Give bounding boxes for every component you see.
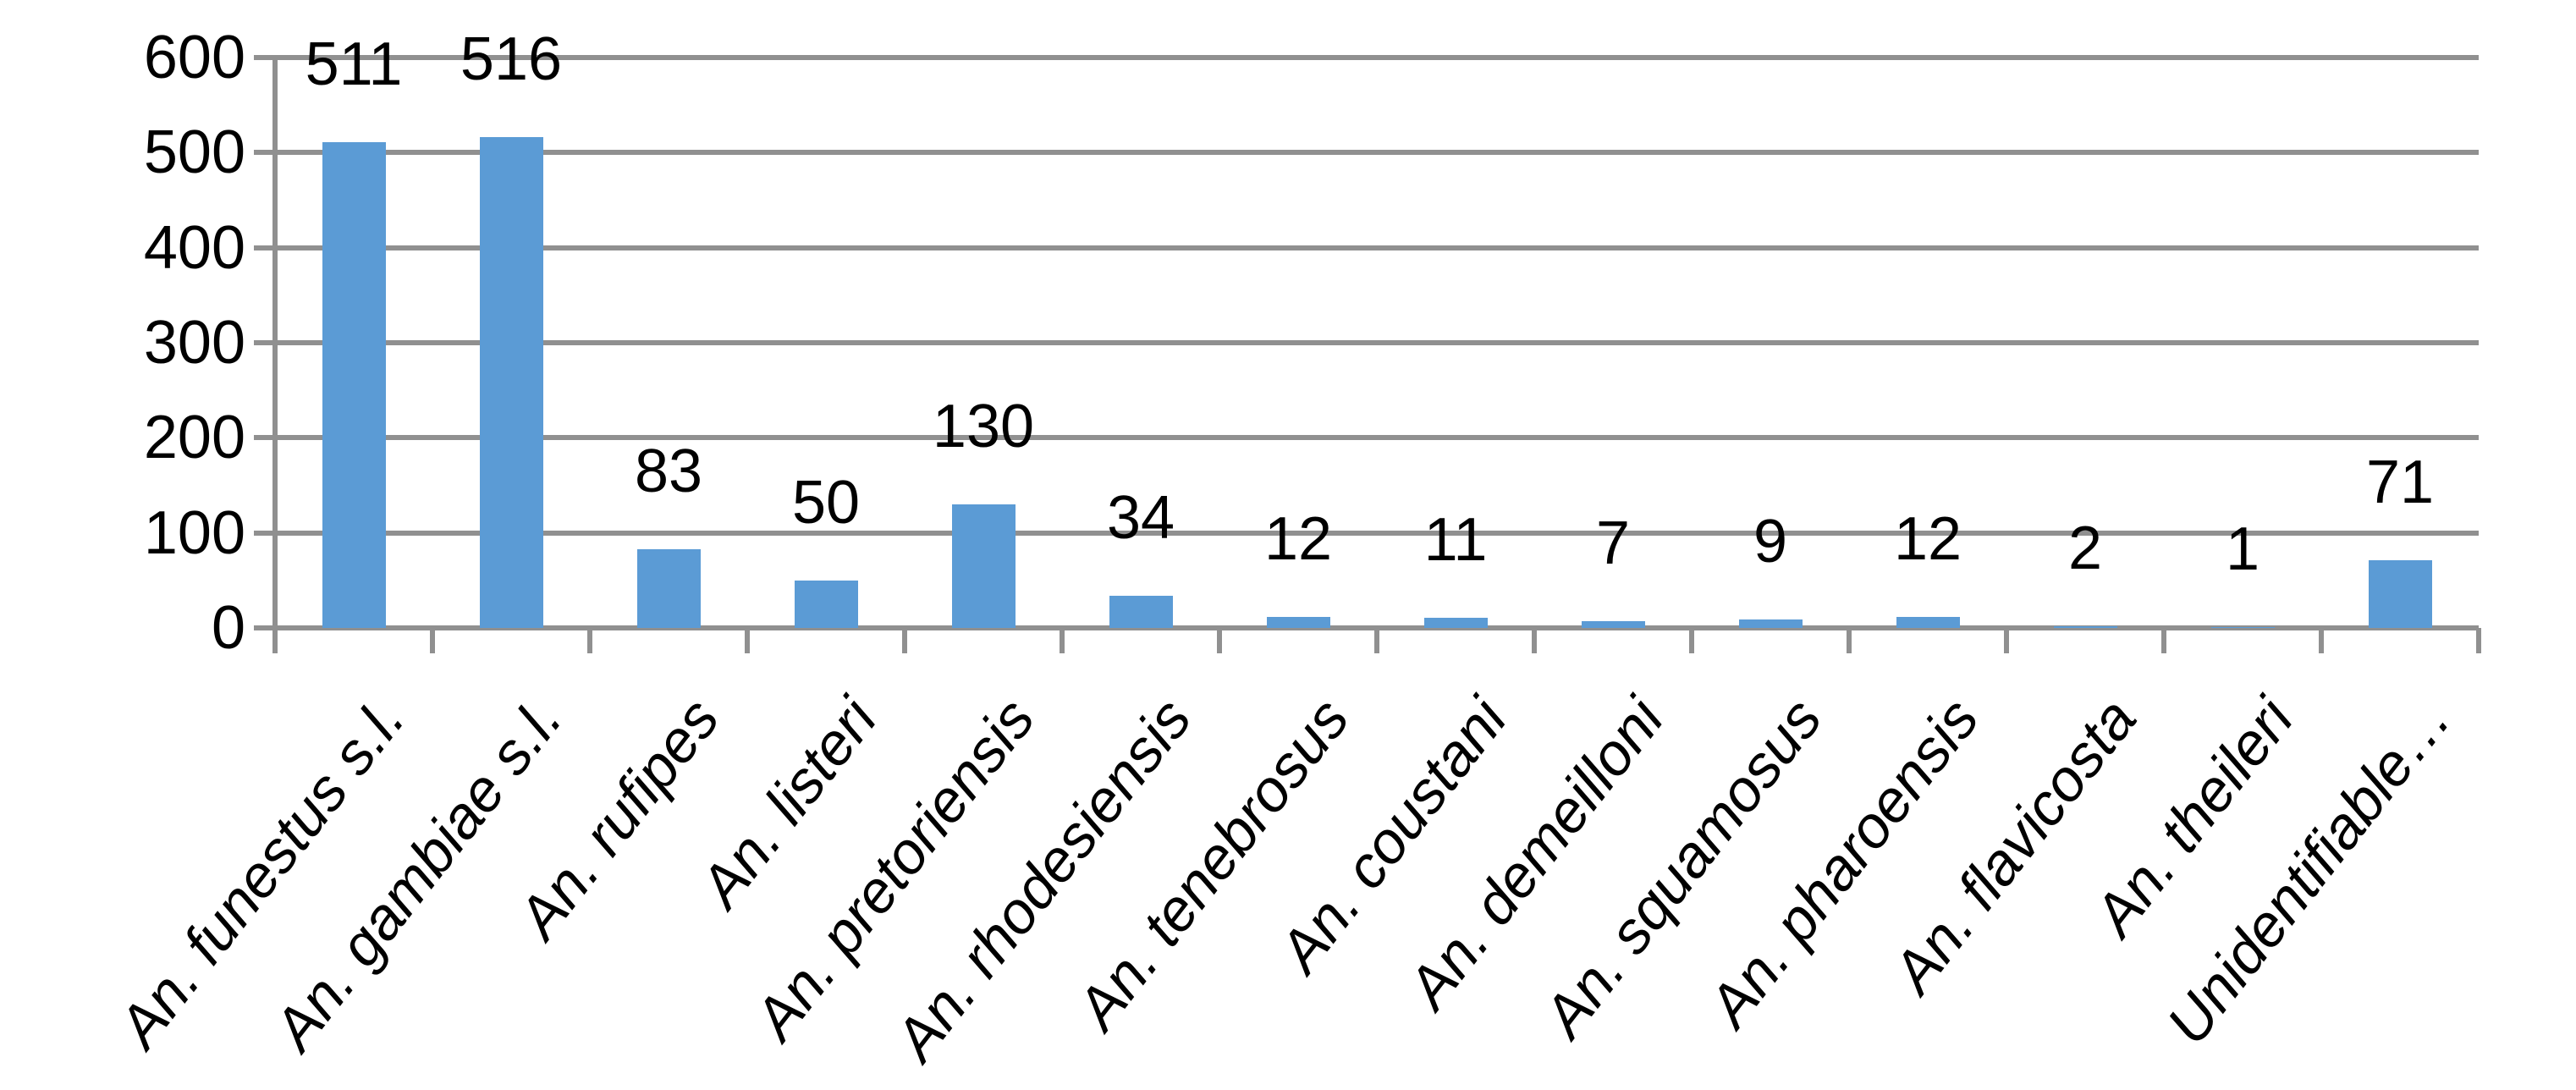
y-gridline-300 — [275, 340, 2479, 345]
y-axis-tick-100 — [254, 531, 275, 536]
y-axis-tick-400 — [254, 245, 275, 250]
y-axis-label-400: 400 — [143, 214, 245, 282]
x-axis-tick-0 — [272, 628, 278, 653]
y-gridline-500 — [275, 150, 2479, 155]
x-category-label-4: An. pretoriensis — [741, 685, 1047, 1052]
bar-3 — [795, 581, 858, 628]
bar-4 — [952, 504, 1016, 628]
bar-value-label-8: 7 — [1595, 509, 1631, 577]
x-axis-tick-8 — [1532, 628, 1537, 653]
bar-2 — [637, 549, 701, 628]
bar-value-label-12: 1 — [2225, 515, 2260, 583]
bar-value-label-7: 11 — [1423, 506, 1488, 574]
bar-7 — [1424, 618, 1488, 628]
bar-value-label-13: 71 — [2365, 449, 2435, 516]
bar-value-label-2: 83 — [634, 438, 703, 505]
x-axis-tick-12 — [2161, 628, 2166, 653]
y-axis-label-0: 0 — [211, 594, 245, 662]
x-axis-tick-1 — [430, 628, 435, 653]
x-axis-tick-14 — [2476, 628, 2481, 653]
bar-0 — [322, 142, 386, 628]
y-axis-line — [272, 58, 278, 653]
bar-5 — [1109, 596, 1173, 628]
y-axis-label-200: 200 — [143, 404, 245, 471]
bar-value-label-3: 50 — [791, 469, 861, 537]
bar-9 — [1739, 619, 1803, 628]
x-axis-tick-7 — [1374, 628, 1379, 653]
y-axis-label-500: 500 — [143, 118, 245, 186]
bar-value-label-9: 9 — [1753, 508, 1788, 575]
bar-value-label-10: 12 — [1893, 505, 1962, 573]
bar-6 — [1267, 617, 1330, 628]
y-axis-tick-600 — [254, 55, 275, 60]
y-gridline-400 — [275, 245, 2479, 250]
bar-13 — [2369, 560, 2432, 628]
x-category-label-9: An. squamosus — [1530, 685, 1834, 1049]
x-axis-tick-2 — [587, 628, 592, 653]
bar-11 — [2054, 626, 2117, 628]
bar-12 — [2211, 627, 2275, 628]
bar-value-label-11: 2 — [2067, 515, 2103, 582]
x-axis-tick-6 — [1217, 628, 1222, 653]
bar-value-label-4: 130 — [932, 393, 1035, 460]
bar-value-label-1: 516 — [460, 25, 563, 93]
bar-10 — [1896, 617, 1960, 628]
x-axis-tick-11 — [2004, 628, 2009, 653]
y-axis-tick-300 — [254, 340, 275, 345]
y-axis-tick-500 — [254, 150, 275, 155]
x-axis-tick-4 — [902, 628, 907, 653]
x-category-label-5: An. rhodesiensis — [882, 685, 1204, 1072]
x-axis-tick-5 — [1060, 628, 1065, 653]
x-category-label-1: An. gambiae s.l. — [261, 685, 575, 1062]
bar-value-label-0: 511 — [305, 30, 403, 98]
y-axis-tick-200 — [254, 435, 275, 440]
y-axis-tick-0 — [254, 625, 275, 630]
x-category-label-13: Unidentifiable… — [2154, 685, 2463, 1057]
bar-8 — [1582, 621, 1645, 628]
x-category-label-0: An. funestus s.l. — [105, 685, 417, 1060]
y-gridline-200 — [275, 435, 2479, 440]
bar-value-label-5: 34 — [1106, 484, 1175, 552]
bar-value-label-6: 12 — [1263, 505, 1333, 573]
y-gridline-600 — [275, 55, 2479, 60]
y-gridline-100 — [275, 531, 2479, 536]
x-axis-tick-3 — [745, 628, 750, 653]
bar-1 — [480, 137, 543, 628]
x-axis-tick-10 — [1847, 628, 1852, 653]
y-axis-label-600: 600 — [143, 24, 245, 91]
y-axis-label-300: 300 — [143, 309, 245, 377]
x-axis-tick-9 — [1689, 628, 1694, 653]
y-axis-label-100: 100 — [143, 499, 245, 567]
x-axis-tick-13 — [2319, 628, 2324, 653]
